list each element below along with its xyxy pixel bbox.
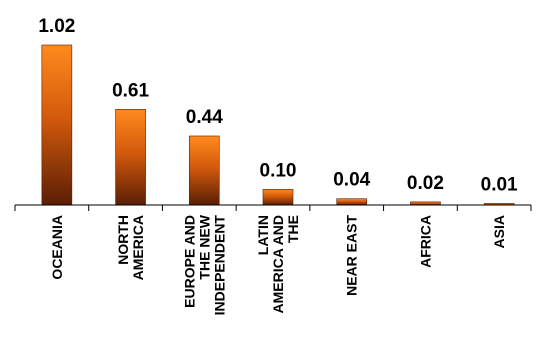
bars-group bbox=[41, 44, 515, 206]
category-label: NORTH AMERICA bbox=[115, 215, 146, 280]
category-label-line: EUROPE AND bbox=[181, 215, 197, 308]
category-label: OCEANIA bbox=[49, 215, 65, 280]
data-label: 0.02 bbox=[407, 173, 444, 194]
category-label: EUROPE AND THE NEW INDEPENDENT bbox=[181, 214, 227, 315]
category-label-line: LATIN bbox=[255, 215, 271, 255]
category-label: AFRICA bbox=[417, 215, 433, 268]
data-label: 0.44 bbox=[186, 107, 223, 128]
bar bbox=[188, 135, 220, 206]
category-labels-group: OCEANIA NORTH AMERICA EUROPE AND THE NEW INDE… bbox=[49, 214, 507, 315]
category-label-line: THE bbox=[285, 215, 301, 243]
category-label: ASIA bbox=[491, 215, 507, 248]
category-label-line: OCEANIA bbox=[49, 215, 65, 280]
category-label-line: THE NEW bbox=[196, 214, 212, 279]
category-label: NEAR EAST bbox=[344, 215, 360, 296]
data-label: 0.10 bbox=[260, 160, 297, 181]
category-label-line: NORTH bbox=[115, 215, 131, 265]
data-label: 0.01 bbox=[481, 174, 518, 195]
category-label-line: AFRICA bbox=[417, 215, 433, 268]
value-labels-group: 1.02 0.61 0.44 0.10 0.04 0.02 0.01 bbox=[38, 16, 518, 195]
data-label: 1.02 bbox=[38, 16, 75, 37]
data-label: 0.61 bbox=[112, 80, 149, 101]
category-label-line: NEAR EAST bbox=[344, 215, 360, 296]
category-label: LATIN AMERICA AND THE bbox=[255, 215, 301, 314]
category-label-line: AMERICA AND bbox=[270, 215, 286, 314]
bar bbox=[336, 198, 368, 206]
category-label-line: ASIA bbox=[491, 215, 507, 248]
data-label: 0.04 bbox=[333, 170, 370, 191]
category-label-line: INDEPENDENT bbox=[211, 215, 227, 316]
category-label-line: AMERICA bbox=[130, 215, 146, 280]
bar bbox=[115, 109, 146, 206]
bar bbox=[262, 189, 294, 206]
x-axis bbox=[14, 204, 532, 211]
bar bbox=[41, 44, 73, 206]
